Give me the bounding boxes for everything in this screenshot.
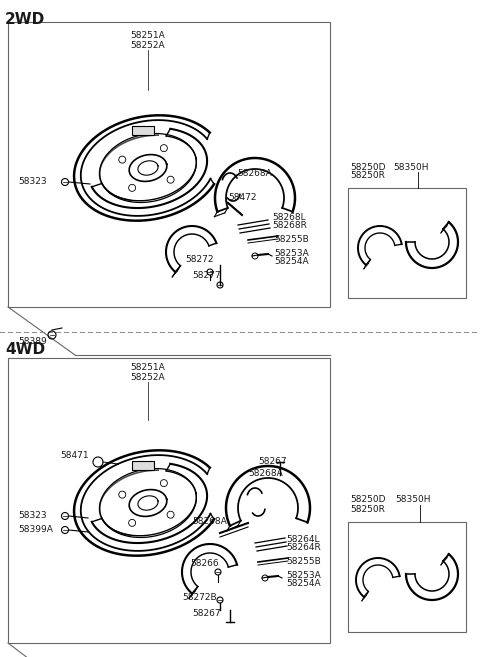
Text: 58251A: 58251A — [131, 32, 166, 41]
Text: 58253A: 58253A — [286, 570, 321, 579]
Text: 58254A: 58254A — [274, 256, 309, 265]
Text: 58272: 58272 — [185, 256, 214, 265]
Bar — [132, 126, 154, 135]
Text: 58250D: 58250D — [350, 162, 385, 171]
Text: 58266: 58266 — [190, 560, 218, 568]
Text: 58267: 58267 — [258, 457, 287, 466]
Text: 58268A: 58268A — [237, 170, 272, 179]
Text: 58267: 58267 — [192, 610, 221, 618]
Text: 58250R: 58250R — [350, 505, 385, 514]
Text: 58255B: 58255B — [286, 558, 321, 566]
Text: 2WD: 2WD — [5, 12, 45, 27]
Bar — [8, 22, 330, 307]
Text: 58268L: 58268L — [272, 214, 306, 223]
Text: 58471: 58471 — [60, 451, 89, 459]
Text: 58323: 58323 — [18, 177, 47, 187]
Bar — [348, 522, 466, 632]
Text: 58350H: 58350H — [393, 162, 429, 171]
Text: 58250R: 58250R — [350, 171, 385, 181]
Text: 58323: 58323 — [18, 512, 47, 520]
Text: 58250D: 58250D — [350, 495, 385, 505]
Text: 58268A: 58268A — [192, 518, 227, 526]
Text: 58399A: 58399A — [18, 526, 53, 535]
Text: 58272B: 58272B — [182, 593, 216, 602]
Text: 58277: 58277 — [192, 271, 221, 279]
Text: 58255B: 58255B — [274, 235, 309, 244]
Text: 58268R: 58268R — [272, 221, 307, 231]
Text: 58472: 58472 — [228, 193, 256, 202]
Text: 58264L: 58264L — [286, 535, 320, 545]
Text: 58254A: 58254A — [286, 579, 321, 587]
Text: 58350H: 58350H — [395, 495, 431, 505]
Text: 58253A: 58253A — [274, 248, 309, 258]
Bar — [8, 358, 330, 643]
Text: 58252A: 58252A — [131, 373, 165, 382]
Text: 58389: 58389 — [18, 338, 47, 346]
Text: 58251A: 58251A — [131, 363, 166, 373]
Bar — [348, 188, 466, 298]
Text: 58252A: 58252A — [131, 41, 165, 51]
Text: 4WD: 4WD — [5, 342, 45, 357]
Text: 58268A: 58268A — [248, 470, 283, 478]
Bar — [132, 461, 154, 470]
Text: 58264R: 58264R — [286, 543, 321, 553]
